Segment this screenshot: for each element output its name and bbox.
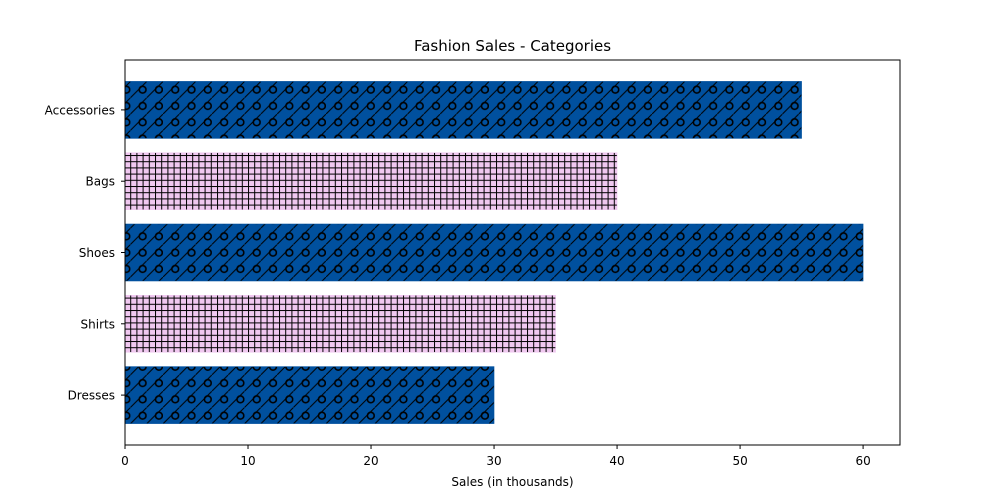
x-tick-label: 10 xyxy=(240,454,255,468)
chart-title: Fashion Sales - Categories xyxy=(414,37,611,55)
y-tick-label-accessories: Accessories xyxy=(45,103,115,117)
x-tick-label: 60 xyxy=(855,454,870,468)
bar-bags xyxy=(124,152,618,210)
bar-shoes xyxy=(124,223,864,282)
bar-shirts xyxy=(124,295,556,353)
bar-accessories xyxy=(124,81,802,139)
y-tick-label-bags: Bags xyxy=(86,175,115,189)
y-axis-ticks: Dresses Shirts Shoes Bags Accessories xyxy=(45,103,125,403)
bars-group xyxy=(124,81,864,424)
x-axis-ticks: 0 10 20 30 40 50 60 xyxy=(121,445,871,468)
bar-dresses xyxy=(124,366,495,424)
y-tick-label-dresses: Dresses xyxy=(68,389,115,403)
x-tick-label: 0 xyxy=(121,454,129,468)
x-axis-label: Sales (in thousands) xyxy=(451,475,573,489)
y-tick-label-shirts: Shirts xyxy=(81,317,115,331)
x-tick-label: 40 xyxy=(609,454,624,468)
x-tick-label: 50 xyxy=(732,454,747,468)
x-tick-label: 30 xyxy=(486,454,501,468)
plot-frame xyxy=(124,59,901,446)
y-tick-label-shoes: Shoes xyxy=(79,246,115,260)
x-tick-label: 20 xyxy=(363,454,378,468)
